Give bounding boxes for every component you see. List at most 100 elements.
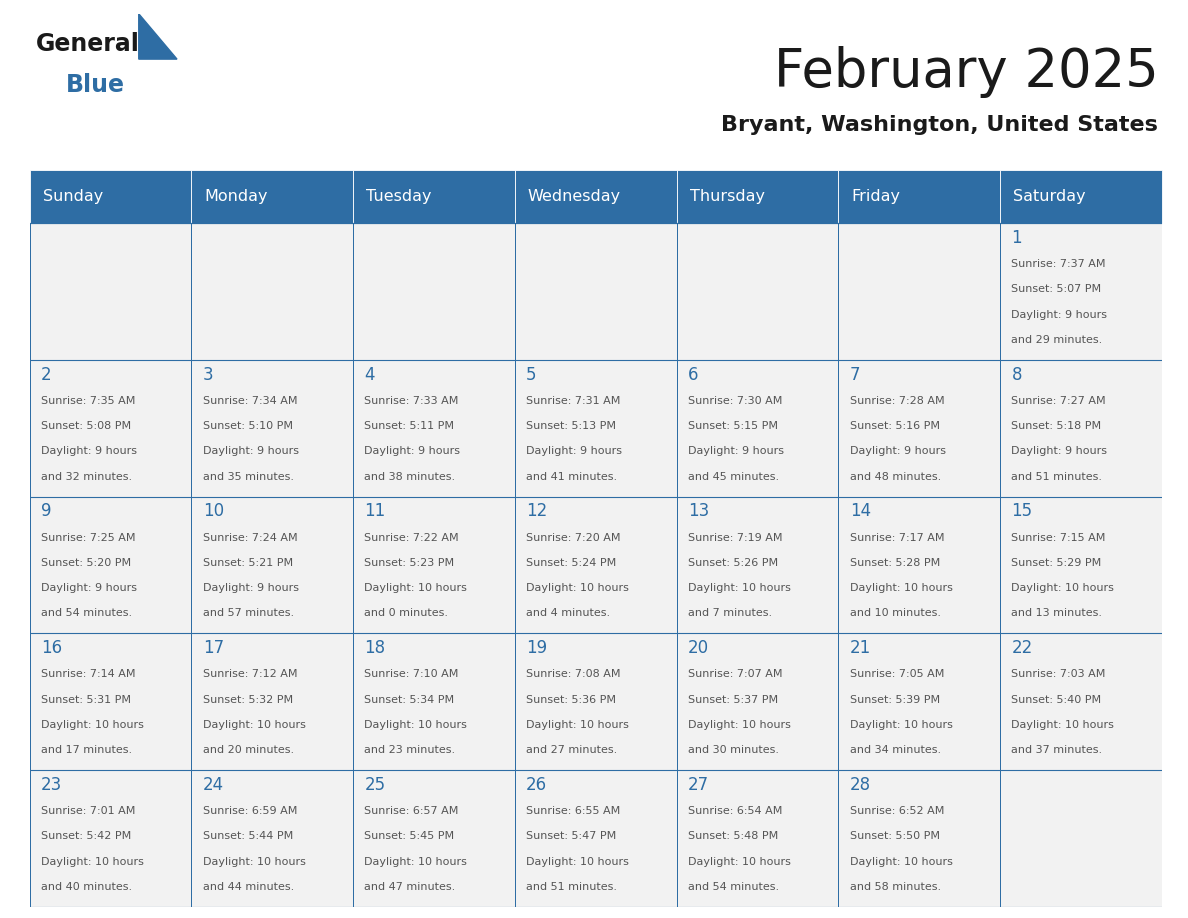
Text: Daylight: 9 hours: Daylight: 9 hours <box>42 583 137 593</box>
Bar <box>353 223 514 360</box>
Text: Daylight: 10 hours: Daylight: 10 hours <box>849 720 953 730</box>
Text: Sunrise: 7:24 AM: Sunrise: 7:24 AM <box>203 532 297 543</box>
Text: Daylight: 10 hours: Daylight: 10 hours <box>365 583 467 593</box>
Bar <box>677 170 839 223</box>
Bar <box>677 360 839 497</box>
Text: Sunset: 5:24 PM: Sunset: 5:24 PM <box>526 558 617 568</box>
Text: 12: 12 <box>526 502 548 521</box>
Bar <box>677 770 839 907</box>
Text: Sunset: 5:07 PM: Sunset: 5:07 PM <box>1011 285 1101 294</box>
Text: Tuesday: Tuesday <box>366 189 431 204</box>
Bar <box>30 223 191 360</box>
Text: Sunrise: 7:03 AM: Sunrise: 7:03 AM <box>1011 669 1106 679</box>
Text: Sunset: 5:44 PM: Sunset: 5:44 PM <box>203 832 293 842</box>
Text: Daylight: 10 hours: Daylight: 10 hours <box>688 720 791 730</box>
Text: Sunset: 5:21 PM: Sunset: 5:21 PM <box>203 558 293 568</box>
Text: Sunrise: 7:01 AM: Sunrise: 7:01 AM <box>42 806 135 816</box>
Text: Daylight: 9 hours: Daylight: 9 hours <box>688 446 784 456</box>
Text: 3: 3 <box>203 365 214 384</box>
Bar <box>353 633 514 770</box>
Text: 1: 1 <box>1011 229 1022 247</box>
Text: and 58 minutes.: and 58 minutes. <box>849 882 941 892</box>
Text: Sunset: 5:31 PM: Sunset: 5:31 PM <box>42 695 131 705</box>
Text: Sunset: 5:34 PM: Sunset: 5:34 PM <box>365 695 455 705</box>
Text: and 48 minutes.: and 48 minutes. <box>849 472 941 482</box>
Text: Sunrise: 7:33 AM: Sunrise: 7:33 AM <box>365 396 459 406</box>
Text: 26: 26 <box>526 776 548 794</box>
Text: Sunset: 5:08 PM: Sunset: 5:08 PM <box>42 421 131 431</box>
Bar <box>191 633 353 770</box>
Text: Sunset: 5:28 PM: Sunset: 5:28 PM <box>849 558 940 568</box>
Text: and 40 minutes.: and 40 minutes. <box>42 882 132 892</box>
Text: Sunrise: 7:15 AM: Sunrise: 7:15 AM <box>1011 532 1106 543</box>
Text: Sunset: 5:39 PM: Sunset: 5:39 PM <box>849 695 940 705</box>
Text: Daylight: 10 hours: Daylight: 10 hours <box>526 583 630 593</box>
Bar <box>677 633 839 770</box>
Text: and 10 minutes.: and 10 minutes. <box>849 609 941 619</box>
Polygon shape <box>139 14 177 59</box>
Bar <box>839 223 1000 360</box>
Text: Daylight: 10 hours: Daylight: 10 hours <box>365 856 467 867</box>
Text: 9: 9 <box>42 502 51 521</box>
Text: and 54 minutes.: and 54 minutes. <box>688 882 779 892</box>
Text: 28: 28 <box>849 776 871 794</box>
Text: Sunset: 5:13 PM: Sunset: 5:13 PM <box>526 421 617 431</box>
Text: 19: 19 <box>526 639 548 657</box>
Bar <box>191 497 353 633</box>
Text: and 51 minutes.: and 51 minutes. <box>1011 472 1102 482</box>
Text: and 34 minutes.: and 34 minutes. <box>849 745 941 756</box>
Bar <box>1000 497 1162 633</box>
Text: 10: 10 <box>203 502 223 521</box>
Text: Sunset: 5:11 PM: Sunset: 5:11 PM <box>365 421 455 431</box>
Text: 16: 16 <box>42 639 62 657</box>
Text: Sunset: 5:15 PM: Sunset: 5:15 PM <box>688 421 778 431</box>
Text: Daylight: 10 hours: Daylight: 10 hours <box>526 856 630 867</box>
Text: and 47 minutes.: and 47 minutes. <box>365 882 456 892</box>
Text: 6: 6 <box>688 365 699 384</box>
Bar <box>677 223 839 360</box>
Text: and 23 minutes.: and 23 minutes. <box>365 745 456 756</box>
Text: Sunset: 5:45 PM: Sunset: 5:45 PM <box>365 832 455 842</box>
Bar <box>839 633 1000 770</box>
Text: Sunrise: 7:08 AM: Sunrise: 7:08 AM <box>526 669 621 679</box>
Bar <box>839 360 1000 497</box>
Bar <box>353 170 514 223</box>
Text: Sunrise: 7:22 AM: Sunrise: 7:22 AM <box>365 532 459 543</box>
Text: February 2025: February 2025 <box>773 46 1158 98</box>
Bar <box>30 633 191 770</box>
Bar <box>1000 170 1162 223</box>
Text: and 20 minutes.: and 20 minutes. <box>203 745 293 756</box>
Bar <box>30 497 191 633</box>
Text: Daylight: 10 hours: Daylight: 10 hours <box>526 720 630 730</box>
Bar <box>514 170 677 223</box>
Bar <box>191 223 353 360</box>
Text: Daylight: 10 hours: Daylight: 10 hours <box>203 720 305 730</box>
Text: Daylight: 10 hours: Daylight: 10 hours <box>688 583 791 593</box>
Bar <box>1000 360 1162 497</box>
Text: Sunrise: 7:27 AM: Sunrise: 7:27 AM <box>1011 396 1106 406</box>
Bar <box>30 770 191 907</box>
Text: and 27 minutes.: and 27 minutes. <box>526 745 618 756</box>
Text: Daylight: 9 hours: Daylight: 9 hours <box>1011 446 1107 456</box>
Text: Sunrise: 7:07 AM: Sunrise: 7:07 AM <box>688 669 783 679</box>
Text: 17: 17 <box>203 639 223 657</box>
Bar <box>353 497 514 633</box>
Text: and 54 minutes.: and 54 minutes. <box>42 609 132 619</box>
Bar <box>514 770 677 907</box>
Text: 27: 27 <box>688 776 709 794</box>
Text: Sunset: 5:50 PM: Sunset: 5:50 PM <box>849 832 940 842</box>
Text: Sunrise: 6:59 AM: Sunrise: 6:59 AM <box>203 806 297 816</box>
Bar <box>514 633 677 770</box>
Text: Sunrise: 6:55 AM: Sunrise: 6:55 AM <box>526 806 620 816</box>
Text: and 30 minutes.: and 30 minutes. <box>688 745 779 756</box>
Text: Sunset: 5:36 PM: Sunset: 5:36 PM <box>526 695 617 705</box>
Text: Sunrise: 7:34 AM: Sunrise: 7:34 AM <box>203 396 297 406</box>
Text: Daylight: 10 hours: Daylight: 10 hours <box>203 856 305 867</box>
Text: and 32 minutes.: and 32 minutes. <box>42 472 132 482</box>
Text: Daylight: 9 hours: Daylight: 9 hours <box>849 446 946 456</box>
Bar <box>839 770 1000 907</box>
Text: Sunrise: 7:12 AM: Sunrise: 7:12 AM <box>203 669 297 679</box>
Text: Sunrise: 7:19 AM: Sunrise: 7:19 AM <box>688 532 783 543</box>
Text: Daylight: 10 hours: Daylight: 10 hours <box>688 856 791 867</box>
Text: Daylight: 10 hours: Daylight: 10 hours <box>42 720 144 730</box>
